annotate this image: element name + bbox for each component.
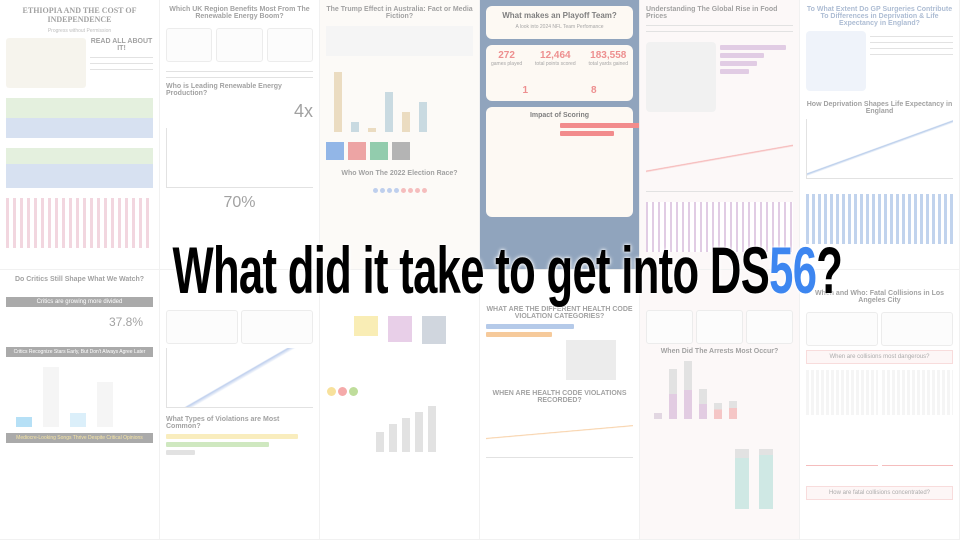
headline-accent: 56 bbox=[769, 233, 817, 307]
stat-label: total points scored bbox=[535, 61, 576, 67]
result-value: 1 bbox=[522, 85, 529, 96]
stat-value: 272 bbox=[498, 50, 515, 61]
tile-title: Understanding The Global Rise in Food Pr… bbox=[646, 6, 778, 20]
tile-kpi-2: 70% bbox=[223, 194, 256, 211]
tile-section-2: Critics Recognize Stars Early, But Don't… bbox=[6, 347, 153, 357]
tile-food-prices: Understanding The Global Rise in Food Pr… bbox=[640, 0, 800, 270]
headline: What did it take to get into DS56? bbox=[0, 232, 960, 308]
tile-title: The Trump Effect in Australia: Fact or M… bbox=[326, 6, 473, 20]
tile-nfl-playoff: What makes an Playoff Team? A look into 2… bbox=[480, 0, 640, 270]
headline-text: What did it take to get into DS56? bbox=[173, 232, 843, 308]
tile-kpi: 37.8% bbox=[108, 315, 143, 329]
tile-section: Impact of Scoring bbox=[529, 112, 590, 119]
tile-arrests: When Did The Arrests Most Occur? bbox=[640, 270, 800, 540]
tile-title: ETHIOPIA AND THE COST OF INDEPENDENCE bbox=[22, 6, 137, 24]
stat-label: games played bbox=[491, 61, 523, 67]
tile-section-3: Mediocre-Looking Songs Thrive Despite Cr… bbox=[6, 433, 153, 443]
tile-uk-renewables: Which UK Region Benefits Most From The R… bbox=[160, 0, 320, 270]
tile-title: Do Critics Still Shape What We Watch? bbox=[14, 276, 145, 283]
tile-section: Critics are growing more divided bbox=[6, 297, 153, 307]
headline-end: ? bbox=[816, 233, 843, 307]
stat-value: 183,558 bbox=[590, 50, 627, 61]
result-value: 8 bbox=[590, 85, 597, 96]
tile-section: WHEN ARE HEALTH CODE VIOLATIONS RECORDED… bbox=[492, 390, 627, 404]
tile-title: When Did The Arrests Most Occur? bbox=[660, 348, 779, 355]
stat-value: 12,464 bbox=[540, 50, 571, 61]
tile-title: WHAT ARE THE DIFFERENT HEALTH CODE VIOLA… bbox=[486, 306, 633, 320]
tile-section: How Deprivation Shapes Life Expectancy i… bbox=[806, 101, 953, 115]
tile-bubbles bbox=[320, 270, 480, 540]
tile-title: What Types of Violations are Most Common… bbox=[166, 416, 280, 430]
tile-ethiopia: ETHIOPIA AND THE COST OF INDEPENDENCE Pr… bbox=[0, 0, 160, 270]
tile-title: When and Who: Fatal Collisions in Los An… bbox=[814, 290, 945, 304]
tile-section: When are collisions most dangerous? bbox=[806, 350, 953, 364]
tile-section-2: How are fatal collisions concentrated? bbox=[806, 486, 953, 500]
tile-subtitle: A look into 2024 NFL Team Perfomance bbox=[515, 24, 604, 30]
tile-title: To What Extent Do GP Surgeries Contribut… bbox=[806, 6, 953, 27]
tile-gp-surgeries: To What Extent Do GP Surgeries Contribut… bbox=[800, 0, 960, 270]
tile-section: Who is Leading Renewable Energy Producti… bbox=[166, 83, 282, 97]
tile-health-code: WHAT ARE THE DIFFERENT HEALTH CODE VIOLA… bbox=[480, 270, 640, 540]
tile-kpi: 4x bbox=[293, 101, 313, 121]
headline-main: What did it take to get into DS bbox=[172, 233, 770, 307]
tile-trump-effect: The Trump Effect in Australia: Fact or M… bbox=[320, 0, 480, 270]
stat-label: total yards gained bbox=[588, 61, 628, 67]
tile-violations: What Types of Violations are Most Common… bbox=[160, 270, 320, 540]
tile-section: READ ALL ABOUT IT! bbox=[90, 38, 153, 52]
tile-title: Which UK Region Benefits Most From The R… bbox=[169, 6, 310, 20]
tile-section: Who Won The 2022 Election Race? bbox=[341, 170, 458, 177]
tile-subtitle: Progress without Permission bbox=[47, 28, 112, 34]
tile-la-collisions: When and Who: Fatal Collisions in Los An… bbox=[800, 270, 960, 540]
tile-title: What makes an Playoff Team? bbox=[502, 11, 617, 20]
tile-critics: Do Critics Still Shape What We Watch? Cr… bbox=[0, 270, 160, 540]
